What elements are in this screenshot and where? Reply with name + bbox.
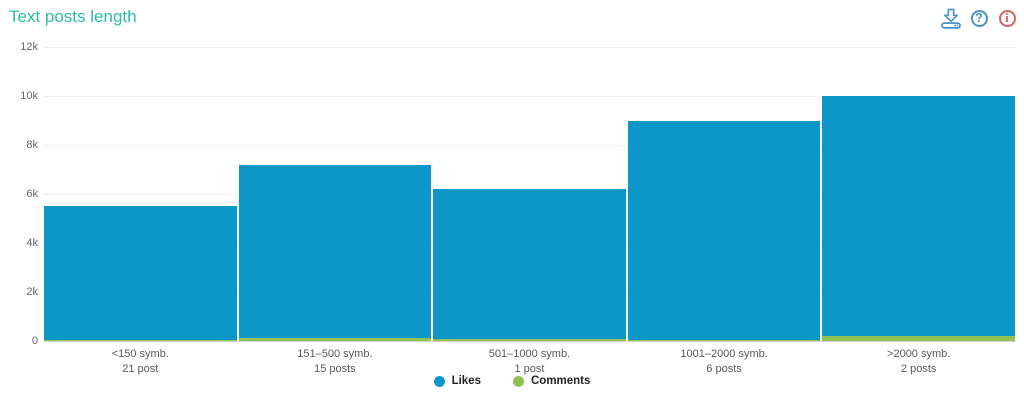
y-tick-label: 10k: [20, 90, 38, 102]
y-axis: 0 2k 4k 6k 8k 10k 12k: [0, 41, 38, 347]
bar-group: [821, 47, 1016, 341]
bar-comments-4[interactable]: [627, 339, 821, 341]
x-category-range: 1001–2000 symb.: [680, 348, 768, 360]
gridline: [43, 145, 1016, 146]
bar-comments-3[interactable]: [433, 339, 626, 341]
x-category-label: <150 symb. 21 post: [43, 347, 238, 377]
header-icons: ? i: [939, 6, 1019, 30]
help-button[interactable]: ?: [967, 6, 991, 30]
legend-dot-likes: [433, 375, 445, 387]
bar-likes-5[interactable]: [822, 96, 1015, 341]
bar-group: [432, 47, 627, 341]
legend-item-likes[interactable]: Likes: [433, 375, 481, 387]
legend-dot-comments: [512, 375, 524, 387]
y-tick-label: 0: [31, 335, 38, 347]
bar-comments-2[interactable]: [238, 338, 432, 341]
download-icon: [939, 6, 963, 30]
y-tick-label: 2k: [26, 286, 38, 298]
chart-title: Text posts length: [9, 7, 137, 26]
bar-group: [43, 47, 238, 341]
download-button[interactable]: [939, 6, 963, 30]
bar-group: [238, 47, 433, 341]
info-button[interactable]: i: [995, 6, 1019, 30]
y-tick-label: 8k: [26, 139, 38, 151]
legend-item-comments[interactable]: Comments: [512, 375, 591, 387]
x-category-count: 2 posts: [900, 362, 937, 375]
x-category-count: 6 posts: [706, 362, 742, 375]
gridline: [43, 47, 1016, 48]
info-icon: i: [998, 9, 1016, 27]
bar-likes-4[interactable]: [627, 120, 821, 341]
plot-area: [43, 47, 1016, 342]
y-tick-label: 6k: [26, 188, 38, 200]
bar-comments-1[interactable]: [44, 339, 237, 341]
x-category-label: 501–1000 symb. 1 post: [432, 347, 627, 377]
x-category-label: 1001–2000 symb. 6 posts: [627, 347, 822, 377]
bar-group: [627, 47, 822, 341]
bar-comments-5[interactable]: [822, 336, 1015, 341]
legend: Likes Comments: [0, 375, 1024, 387]
y-tick-label: 4k: [26, 237, 38, 249]
legend-label: Likes: [451, 375, 481, 387]
x-category-range: 151–500 symb.: [297, 348, 373, 360]
y-tick-label: 12k: [20, 41, 38, 53]
x-category-count: 15 posts: [314, 362, 356, 375]
x-category-count: 1 post: [514, 362, 545, 375]
bar-likes-2[interactable]: [238, 164, 432, 341]
bar-likes-1[interactable]: [44, 206, 237, 341]
x-category-count: 21 post: [122, 362, 159, 375]
bar-likes-3[interactable]: [433, 189, 626, 341]
gridline: [43, 96, 1016, 97]
x-axis-line: [43, 341, 1016, 342]
x-category-label: >2000 symb. 2 posts: [821, 347, 1016, 377]
legend-label: Comments: [530, 375, 591, 387]
x-category-range: 501–1000 symb.: [488, 348, 571, 360]
x-category-range: >2000 symb.: [887, 348, 951, 360]
x-category-label: 151–500 symb. 15 posts: [238, 347, 433, 377]
x-category-range: <150 symb.: [111, 348, 169, 360]
x-axis-labels: <150 symb. 21 post 151–500 symb. 15 posts 50…: [43, 347, 1016, 375]
help-icon: ?: [970, 9, 988, 27]
